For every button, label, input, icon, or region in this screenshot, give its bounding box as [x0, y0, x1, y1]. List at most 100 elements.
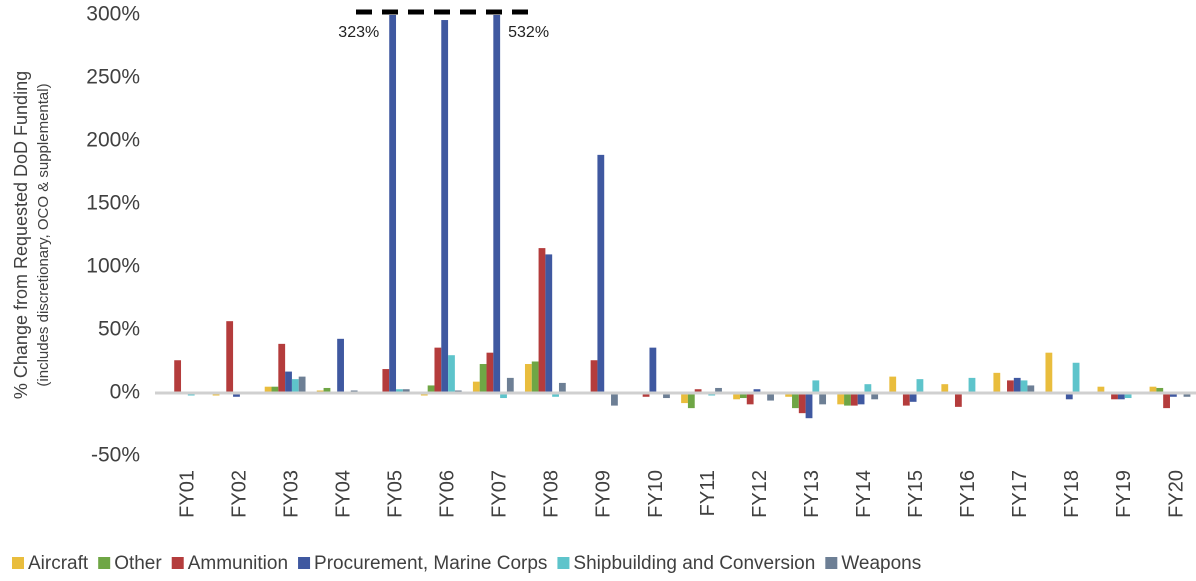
bar [538, 248, 546, 393]
bar [441, 20, 449, 393]
x-tick-label: FY02 [228, 470, 250, 518]
value-label: 323% [338, 24, 379, 41]
bar [278, 343, 286, 393]
bar [642, 393, 650, 397]
x-tick-label: FY09 [593, 470, 615, 518]
bar [753, 389, 761, 393]
bar [715, 387, 722, 393]
bar [798, 393, 806, 414]
bar [844, 393, 851, 406]
x-tick-label: FY08 [541, 470, 563, 518]
bar [916, 379, 924, 393]
bar [909, 393, 917, 402]
bar [1149, 386, 1157, 393]
bar [226, 321, 234, 393]
bar [857, 393, 865, 405]
bar [500, 393, 507, 399]
bar [448, 355, 455, 393]
bar [954, 393, 962, 407]
x-tick-label: FY18 [1061, 470, 1083, 518]
bar [1072, 362, 1080, 393]
bar [1065, 393, 1073, 400]
x-tick-label: FY01 [176, 470, 198, 518]
bar [531, 361, 539, 393]
bar [889, 376, 897, 393]
bar [233, 393, 240, 397]
bar [524, 364, 532, 393]
bar [694, 389, 702, 393]
bar [864, 384, 872, 393]
bar [1183, 393, 1191, 397]
y-tick-label: 0% [110, 381, 140, 404]
legend-label: Aircraft [28, 553, 89, 574]
bar [1124, 393, 1132, 399]
legend-label: Other [114, 553, 162, 574]
y-tick-label: 300% [86, 3, 140, 26]
bar [611, 393, 618, 406]
x-tick-label: FY17 [1009, 470, 1031, 518]
bar [805, 393, 813, 419]
bar [993, 372, 1001, 393]
y-sublabel: (includes discretionary, OCO & supplemen… [35, 83, 52, 386]
bar [545, 254, 553, 393]
bar [590, 360, 598, 393]
bar [493, 15, 501, 393]
bar [323, 387, 331, 393]
bar [382, 369, 390, 393]
bar [506, 377, 514, 393]
y-axis-title: % Change from Requested DoD Funding (inc… [11, 71, 52, 399]
legend-swatch [98, 557, 111, 569]
x-tick-label: FY16 [957, 470, 979, 518]
bar [396, 389, 403, 393]
bar [298, 376, 306, 393]
x-tick-label: FY10 [645, 470, 667, 518]
bar [792, 393, 799, 409]
x-tick-label: FY11 [697, 470, 719, 516]
bar [271, 386, 279, 393]
bar [767, 393, 774, 401]
x-tick-label: FY19 [1113, 470, 1135, 518]
legend-label: Shipbuilding and Conversion [573, 553, 815, 574]
bar [597, 154, 605, 393]
bar [1117, 393, 1125, 400]
bar [174, 360, 182, 393]
bar [472, 381, 480, 393]
bar [819, 393, 827, 405]
bar [552, 393, 559, 397]
bars [160, 15, 1191, 419]
bar [427, 385, 435, 393]
x-tick-label: FY12 [749, 470, 771, 518]
legend-swatch [825, 557, 838, 569]
x-tick-label: FY15 [905, 470, 927, 518]
bar [1007, 380, 1014, 393]
legend-swatch [12, 557, 24, 569]
bar [837, 393, 845, 405]
bar [1111, 393, 1118, 400]
y-label: % Change from Requested DoD Funding [11, 71, 31, 399]
bar [687, 393, 695, 409]
bar [1097, 386, 1105, 393]
bar [1045, 352, 1053, 393]
legend-swatch [171, 557, 184, 569]
legend-label: Weapons [841, 553, 921, 574]
x-tick-label: FY04 [332, 470, 354, 518]
x-tick-label: FY06 [437, 470, 459, 518]
bar [1013, 377, 1021, 393]
bar [1027, 385, 1035, 393]
x-tick-label: FY03 [280, 470, 302, 518]
bar [733, 393, 740, 400]
bar [1156, 387, 1164, 393]
bar [968, 377, 976, 393]
y-tick-label: 50% [98, 318, 140, 341]
legend-label: Ammunition [188, 553, 288, 574]
bar [739, 393, 747, 399]
x-tick-label: FY07 [489, 470, 511, 518]
bar [663, 393, 670, 399]
bar [902, 393, 910, 406]
bar [941, 384, 949, 393]
bar [871, 393, 879, 400]
legend-label: Procurement, Marine Corps [314, 553, 547, 574]
bar [337, 338, 344, 393]
y-tick-label: 200% [86, 129, 140, 152]
